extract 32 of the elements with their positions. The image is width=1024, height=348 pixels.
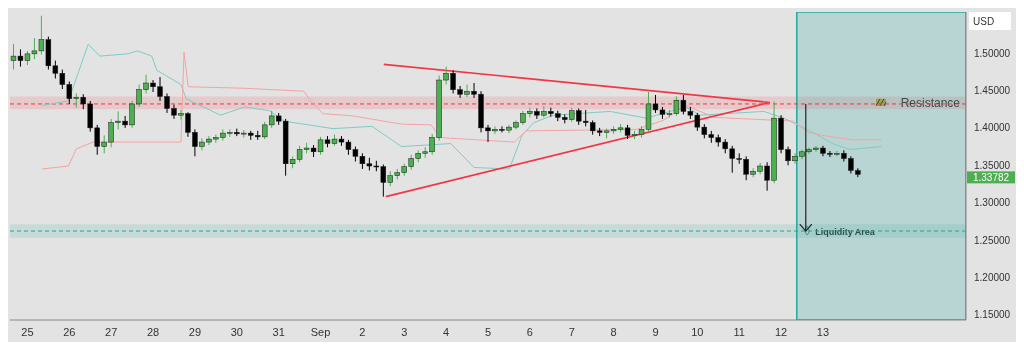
x-tick-label: 29	[188, 325, 202, 338]
band-label: Resistance	[900, 95, 961, 110]
y-tick-label: 1.35000	[974, 159, 1011, 171]
x-tick-label: 6	[526, 325, 533, 338]
y-tick-label: 1.25000	[974, 234, 1011, 246]
x-tick-label: 30	[230, 325, 243, 338]
y-tick-label: 1.45000	[974, 85, 1011, 97]
y-tick-label: 1.20000	[974, 271, 1011, 283]
y-tick-label: 1.40000	[974, 122, 1011, 134]
x-tick-label: 9	[652, 325, 659, 338]
x-tick-label: 11	[733, 325, 745, 338]
y-tick-label: 1.15000	[974, 309, 1011, 321]
x-tick-label: Sep	[310, 325, 331, 338]
x-tick-label: 31	[272, 325, 285, 338]
x-tick-label: 2	[359, 325, 366, 338]
x-tick-label: 13	[816, 325, 830, 338]
x-tick-label: 3	[401, 325, 408, 338]
band-label: Liquidity Area	[815, 227, 876, 238]
x-tick-label: 26	[63, 325, 76, 338]
y-axis-title: USD	[973, 16, 995, 27]
y-tick-label: 1.30000	[974, 197, 1011, 209]
x-tick-label: 10	[691, 325, 704, 338]
x-tick-label: 25	[21, 325, 34, 338]
y-tick-label: 1.50000	[974, 47, 1011, 59]
x-tick-label: 27	[105, 325, 118, 338]
x-tick-label: 5	[484, 325, 492, 338]
text: 1.33782	[972, 171, 1010, 183]
x-tick-label: 28	[146, 325, 160, 338]
x-tick-label: 8	[610, 325, 617, 338]
x-tick-label: 7	[568, 325, 575, 338]
x-tick-label: 12	[774, 325, 788, 338]
x-tick-label: 4	[443, 325, 450, 338]
